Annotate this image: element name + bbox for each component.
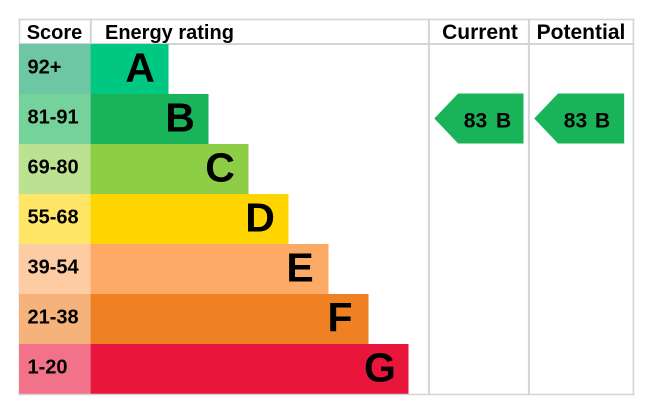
- svg-text:B: B: [496, 110, 511, 133]
- svg-text:Score: Score: [27, 22, 83, 44]
- svg-text:G: G: [364, 345, 396, 391]
- svg-text:Energy rating: Energy rating: [105, 22, 234, 44]
- svg-text:Potential: Potential: [537, 21, 626, 44]
- svg-text:B: B: [165, 95, 195, 141]
- svg-text:1-20: 1-20: [28, 357, 68, 379]
- svg-text:92+: 92+: [28, 57, 62, 79]
- svg-text:Current: Current: [442, 21, 518, 44]
- svg-text:B: B: [595, 110, 610, 133]
- svg-text:D: D: [245, 195, 275, 241]
- svg-text:83: 83: [564, 110, 587, 133]
- svg-text:69-80: 69-80: [28, 157, 79, 179]
- svg-text:81-91: 81-91: [28, 107, 79, 129]
- svg-text:39-54: 39-54: [28, 257, 80, 279]
- svg-text:F: F: [327, 295, 352, 341]
- svg-text:A: A: [125, 45, 155, 91]
- svg-text:21-38: 21-38: [28, 307, 79, 329]
- svg-text:C: C: [205, 145, 235, 191]
- svg-text:55-68: 55-68: [28, 207, 79, 229]
- svg-text:E: E: [286, 245, 313, 291]
- svg-text:83: 83: [464, 110, 487, 133]
